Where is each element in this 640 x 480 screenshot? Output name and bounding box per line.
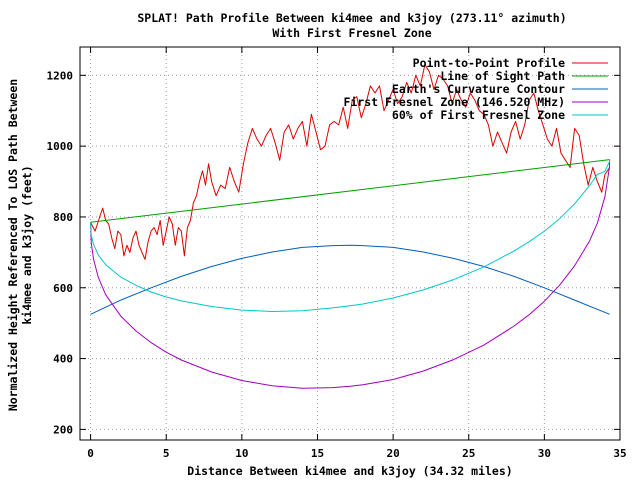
x-tick-label: 10 xyxy=(235,447,248,460)
y-tick-label: 400 xyxy=(53,353,73,366)
axis-ticks: 0 5 10 15 20 25 30 35 200 400 600 800 1000 1200 xyxy=(47,47,627,460)
y-tick-label: 1200 xyxy=(47,69,74,82)
x-tick-label: 5 xyxy=(163,447,170,460)
x-tick-label: 15 xyxy=(311,447,324,460)
x-tick-label: 0 xyxy=(87,447,94,460)
legend-label: First Fresnel Zone (146.520 MHz) xyxy=(343,95,565,109)
chart-subtitle: With First Fresnel Zone xyxy=(272,26,431,40)
y-tick-label: 200 xyxy=(53,423,73,436)
x-tick-label: 25 xyxy=(462,447,475,460)
plot-frame xyxy=(79,46,621,441)
y-axis-label: Normalized Height Referenced To LOS Path… xyxy=(6,79,20,411)
legend-label: 60% of First Fresnel Zone xyxy=(392,108,565,122)
y-axis-label-line2: ki4mee and k3joy (feet) xyxy=(20,165,34,324)
y-tick-label: 800 xyxy=(53,211,73,224)
series-line-4 xyxy=(90,159,611,312)
x-tick-label: 35 xyxy=(613,447,626,460)
series-line-3 xyxy=(90,159,611,389)
legend-label: Point-to-Point Profile xyxy=(413,56,565,70)
series-lines xyxy=(90,64,611,389)
y-tick-label: 600 xyxy=(53,282,73,295)
series-line-1 xyxy=(90,159,610,223)
legend-label: Line of Sight Path xyxy=(440,69,565,83)
x-axis-label: Distance Between ki4mee and k3joy (34.32… xyxy=(187,464,512,478)
series-line-0 xyxy=(90,64,611,260)
x-tick-label: 30 xyxy=(538,447,551,460)
series-line-2 xyxy=(90,244,610,315)
y-tick-label: 1000 xyxy=(47,140,74,153)
chart-title: SPLAT! Path Profile Between ki4mee and k… xyxy=(137,11,566,25)
x-tick-label: 20 xyxy=(386,447,399,460)
legend-label: Earth's Curvature Contour xyxy=(392,82,565,96)
